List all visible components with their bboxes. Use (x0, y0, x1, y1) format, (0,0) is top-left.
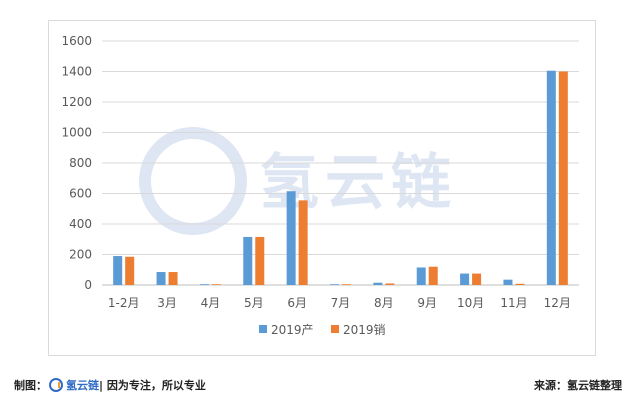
footer-credit: 制图： 氢云链| 因为专注，所以专业 (14, 377, 206, 394)
bar-production (286, 191, 296, 285)
bar-sales (211, 284, 221, 285)
bar-production (503, 279, 513, 285)
legend-label-sales: 2019销 (343, 323, 386, 337)
footer-slogan: | 因为专注，所以专业 (99, 379, 206, 392)
y-tick-label: 1200 (61, 95, 92, 109)
bar-production (373, 282, 383, 285)
x-tick-label: 10月 (457, 296, 484, 310)
y-tick-label: 400 (69, 217, 92, 231)
bar-production (113, 256, 123, 285)
legend-label-production: 2019产 (271, 323, 314, 337)
x-tick-label: 6月 (287, 296, 307, 310)
chart-frame: 氢云链 0 200 400 600 800 1000 1200 1400 1600 1-2月 3月 4… (48, 20, 596, 356)
x-tick-label: 8月 (374, 296, 394, 310)
bar-production (156, 272, 166, 285)
footer-brand: 氢云链 (66, 379, 99, 392)
bar-production (416, 267, 426, 285)
bar-sales (515, 283, 525, 285)
y-tick-label: 200 (69, 248, 92, 262)
legend-swatch-production (259, 325, 267, 333)
bar-sales (472, 273, 482, 285)
bar-sales (255, 236, 265, 285)
bar-sales (298, 200, 308, 285)
x-tick-label: 1-2月 (108, 296, 140, 310)
x-tick-label: 3月 (157, 296, 177, 310)
x-tick-label: 5月 (244, 296, 264, 310)
x-tick-label: 9月 (417, 296, 437, 310)
bar-production (546, 70, 556, 285)
x-tick-label: 7月 (331, 296, 351, 310)
bar-production (199, 284, 209, 285)
footer: 制图： 氢云链| 因为专注，所以专业 来源：氢云链整理 (0, 370, 640, 398)
y-tick-label: 1400 (61, 65, 92, 79)
bar-sales (125, 256, 135, 285)
bar-production (330, 284, 339, 285)
bar-sales (558, 71, 568, 285)
x-tick-label: 4月 (201, 296, 221, 310)
bar-production (460, 273, 470, 285)
footer-credit-prefix: 制图： (14, 379, 47, 392)
bar-sales (342, 284, 351, 285)
brand-logo-icon (49, 378, 63, 392)
x-tick-label: 11月 (500, 296, 527, 310)
bar-production (243, 236, 253, 285)
bar-sales (385, 283, 395, 285)
y-tick-label: 800 (69, 156, 92, 170)
bar-sales (428, 266, 438, 285)
y-tick-label: 1000 (61, 126, 92, 140)
y-tick-label: 1600 (61, 34, 92, 48)
y-tick-label: 600 (69, 187, 92, 201)
footer-source: 来源：氢云链整理 (534, 379, 622, 392)
bar-sales (168, 272, 178, 285)
watermark-logo-icon (139, 127, 247, 235)
y-tick-label: 0 (84, 278, 92, 292)
x-tick-label: 12月 (544, 296, 571, 310)
legend-swatch-sales (331, 325, 339, 333)
